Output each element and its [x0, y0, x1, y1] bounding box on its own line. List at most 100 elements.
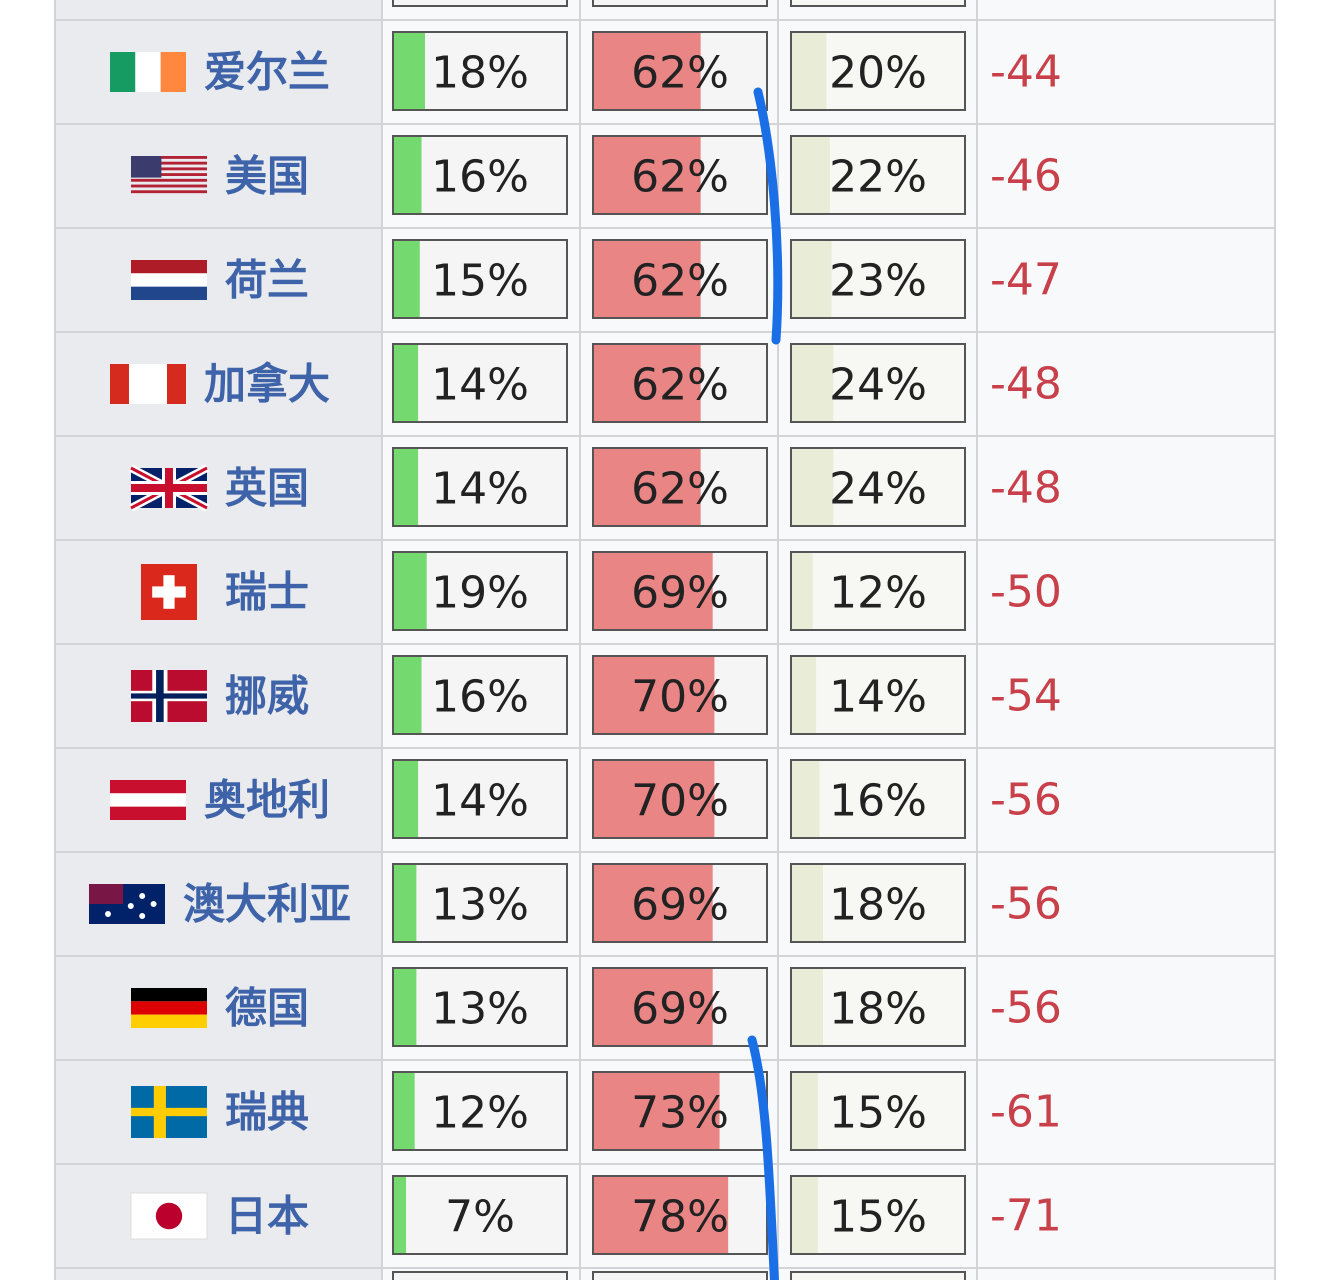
flag-part — [155, 1202, 183, 1230]
cell-box — [392, 0, 568, 7]
bar — [594, 1177, 729, 1253]
cell-value: 70% — [631, 672, 729, 723]
cell-value: 14% — [431, 776, 529, 827]
cell-value: 7% — [445, 1192, 515, 1243]
bar — [394, 33, 425, 109]
flag-part — [109, 364, 129, 404]
flag-part — [130, 1014, 207, 1028]
flag-part — [130, 167, 207, 171]
bar — [792, 345, 834, 421]
cell-value: 13% — [431, 880, 529, 931]
country-name: 奥地利 — [204, 776, 330, 825]
cell-box — [392, 135, 568, 215]
cell-box — [392, 239, 568, 319]
cell-value: 12% — [829, 568, 927, 619]
bar — [594, 33, 701, 109]
cell-box — [392, 967, 568, 1047]
net-value: -47 — [990, 255, 1062, 306]
flag-part — [139, 893, 146, 899]
bar — [394, 865, 417, 941]
bar — [594, 241, 701, 317]
net-value: -71 — [990, 1191, 1062, 1242]
country-name: 德国 — [225, 984, 309, 1033]
cell-value: 70% — [631, 776, 729, 827]
cell-value: 62% — [631, 464, 729, 515]
cell-value: 73% — [631, 1088, 729, 1139]
cell-value: 15% — [829, 1088, 927, 1139]
bar — [594, 657, 715, 733]
cell-value: 20% — [829, 48, 927, 99]
cell-box — [392, 1071, 568, 1151]
cell-box — [392, 1175, 568, 1255]
annotation-stroke — [747, 1035, 779, 1280]
cell-box — [392, 863, 568, 943]
cell-value: 15% — [431, 256, 529, 307]
cell-value: 62% — [631, 48, 729, 99]
flag-part — [130, 156, 207, 159]
country-name: 英国 — [225, 464, 309, 513]
flag-part — [130, 286, 207, 300]
bar — [394, 137, 422, 213]
net-value: -48 — [990, 463, 1062, 514]
bar — [594, 969, 713, 1045]
flag-part — [130, 156, 162, 178]
cell-box — [790, 551, 966, 631]
flag-part — [104, 911, 111, 917]
country-name: 瑞士 — [225, 568, 309, 617]
country-name: 挪威 — [225, 672, 309, 721]
bar — [792, 33, 827, 109]
cell-value: 62% — [631, 360, 729, 411]
bar — [394, 657, 422, 733]
bar — [394, 1073, 415, 1149]
flag-part — [135, 52, 161, 92]
cell-box — [790, 1271, 966, 1280]
cell-value: 22% — [829, 152, 927, 203]
net-value: -56 — [990, 775, 1062, 826]
flag-part — [166, 364, 186, 404]
cell-value: 62% — [631, 256, 729, 307]
cell-value: 24% — [829, 464, 927, 515]
bar — [792, 1073, 818, 1149]
bar — [594, 449, 701, 525]
cell-value: 69% — [631, 568, 729, 619]
cell-value: 14% — [431, 464, 529, 515]
flag-part — [130, 260, 207, 274]
cell-value: 16% — [829, 776, 927, 827]
bar — [594, 1073, 720, 1149]
cell-box — [592, 1271, 768, 1280]
flag-part — [109, 793, 186, 807]
flag-part — [130, 184, 207, 188]
cell-value: 16% — [431, 672, 529, 723]
flag-part — [130, 484, 207, 492]
flag-part — [130, 161, 207, 165]
net-value: -50 — [990, 567, 1062, 618]
bar — [792, 241, 832, 317]
net-value: -44 — [990, 47, 1062, 98]
cell-box — [790, 1175, 966, 1255]
flag-part — [109, 780, 186, 794]
flag-part — [160, 52, 186, 92]
bar — [792, 137, 830, 213]
bar — [792, 865, 823, 941]
country-name: 瑞典 — [225, 1088, 309, 1137]
cell-value: 16% — [431, 152, 529, 203]
net-value: -56 — [990, 983, 1062, 1034]
country-name: 日本 — [225, 1192, 309, 1241]
bar — [594, 865, 713, 941]
country-name: 加拿大 — [204, 360, 330, 409]
bar — [394, 761, 419, 837]
cell-box — [392, 343, 568, 423]
bar — [394, 345, 419, 421]
name-column-bg — [55, 0, 382, 1280]
net-value: -56 — [990, 879, 1062, 930]
cell-box — [790, 655, 966, 735]
cell-box — [790, 759, 966, 839]
bar — [394, 449, 419, 525]
cell-value: 14% — [829, 672, 927, 723]
cell-box — [790, 0, 966, 7]
flag-part — [127, 903, 134, 909]
bar — [594, 553, 713, 629]
cell-box — [592, 0, 768, 7]
flag-part — [150, 901, 157, 907]
rows: 爱尔兰 18% 62% 20% -44 美国 16% 62% 22% -46 荷兰 15% 62% 23%… — [54, 0, 1276, 1280]
